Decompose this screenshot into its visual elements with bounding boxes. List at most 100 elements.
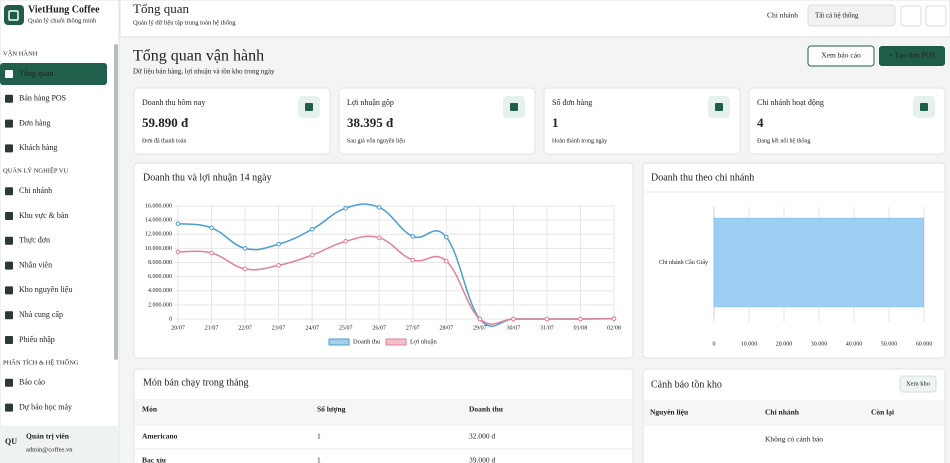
kpi-card bbox=[748, 87, 946, 155]
data-point bbox=[444, 234, 449, 240]
table-header bbox=[644, 400, 944, 426]
series-line bbox=[177, 235, 615, 325]
kpi-note: Sau giá vốn nguyên liệu bbox=[347, 137, 405, 144]
kpi-card bbox=[133, 87, 331, 155]
data-point bbox=[209, 250, 214, 256]
nav-item[interactable]: Nhân viên bbox=[19, 260, 52, 269]
kpi-card bbox=[543, 87, 741, 155]
user-button[interactable] bbox=[900, 5, 922, 27]
user-email: admin@coffee.vn bbox=[26, 446, 73, 453]
data-point bbox=[544, 316, 550, 322]
y-tick-label: 16.000.000 bbox=[145, 203, 172, 209]
y-tick-label: 14.000.000 bbox=[145, 218, 172, 224]
y-tick-label: 0 bbox=[169, 316, 172, 322]
user-initials: QU bbox=[5, 437, 17, 446]
table-header-cell: Doanh thu bbox=[469, 405, 503, 414]
data-point bbox=[209, 225, 214, 231]
x-tick-label: 60.000 bbox=[916, 341, 933, 347]
data-point bbox=[410, 257, 416, 263]
tagline: Quản lý chuỗi thông minh bbox=[28, 17, 97, 24]
nav-item[interactable]: Thực đơn bbox=[19, 236, 50, 245]
x-tick-label: 10.000 bbox=[741, 341, 758, 347]
nav-item[interactable]: Kho nguyên liệu bbox=[19, 285, 72, 294]
kpi-value: 4 bbox=[757, 115, 764, 130]
branch-select[interactable] bbox=[807, 4, 896, 27]
x-tick-label: 22/07 bbox=[238, 325, 252, 331]
y-tick-label: 2.000.000 bbox=[148, 302, 172, 308]
nav-icon bbox=[5, 336, 13, 344]
nav-icon bbox=[5, 212, 13, 220]
nav-item[interactable]: Bán hàng POS bbox=[19, 94, 66, 103]
data-point bbox=[343, 239, 348, 244]
nav-active bbox=[0, 63, 107, 85]
x-tick-label: 27/07 bbox=[406, 325, 420, 331]
branch-select-value: Tất cả hệ thống bbox=[815, 12, 859, 20]
header-subtitle: Quản lý dữ liệu tập trung toàn hệ thống bbox=[133, 19, 236, 26]
nav-item[interactable]: Khu vực & bàn bbox=[19, 211, 68, 220]
stock-button[interactable] bbox=[899, 375, 937, 393]
empty-message: Không có cảnh báo bbox=[765, 435, 823, 444]
legend-label: Lợi nhuận bbox=[410, 338, 437, 345]
button-label: Xem báo cáo bbox=[821, 51, 861, 60]
table-cell: 1 bbox=[317, 432, 321, 441]
nav-icon bbox=[5, 144, 13, 153]
x-tick-label: 20.000 bbox=[776, 341, 793, 347]
brand: VietHung Coffee bbox=[28, 4, 100, 15]
chart-title: Doanh thu và lợi nhuận 14 ngày bbox=[143, 172, 272, 183]
nav-item[interactable]: Tổng quan bbox=[19, 69, 53, 78]
nav-item[interactable]: Báo cáo bbox=[19, 378, 45, 387]
x-tick-label: 20/07 bbox=[171, 325, 185, 331]
table-cell: 1 bbox=[317, 456, 321, 463]
data-point bbox=[276, 263, 281, 268]
table-cell: Bạc xỉu bbox=[142, 456, 166, 463]
nav-icon bbox=[5, 70, 13, 78]
bar bbox=[713, 217, 924, 308]
table-cell: 39.000 đ bbox=[469, 456, 496, 463]
nav-icon bbox=[5, 261, 13, 270]
x-tick-label: 25/07 bbox=[339, 325, 353, 331]
data-point bbox=[276, 241, 281, 247]
x-tick-label: 30.000 bbox=[811, 341, 828, 347]
nav-item[interactable]: Khách hàng bbox=[19, 143, 57, 152]
nav-item[interactable]: Nhà cung cấp bbox=[19, 310, 63, 319]
nav-icon bbox=[5, 119, 13, 128]
pos-button[interactable] bbox=[879, 46, 945, 66]
nav-icon bbox=[5, 187, 13, 196]
data-point bbox=[309, 227, 315, 232]
line-card bbox=[133, 162, 634, 359]
nav-item[interactable]: Đơn hàng bbox=[19, 118, 51, 127]
x-tick-label: 50.000 bbox=[881, 341, 898, 347]
data-point bbox=[410, 234, 416, 239]
kpi-label: Chi nhánh hoạt động bbox=[757, 98, 824, 107]
logo-cup bbox=[8, 10, 19, 21]
user-box bbox=[0, 426, 119, 463]
legend-swatch bbox=[328, 338, 350, 346]
y-tick-label: 6.000.000 bbox=[148, 274, 172, 280]
table-header-cell: Nguyên liệu bbox=[650, 408, 688, 417]
y-tick-label: 10.000.000 bbox=[145, 246, 172, 252]
y-tick-label: 4.000.000 bbox=[148, 288, 172, 294]
kpi-note: Hoàn thành trong ngày bbox=[552, 138, 607, 144]
button-label: Xem kho bbox=[906, 380, 930, 387]
data-point bbox=[175, 221, 181, 226]
nav-item[interactable]: Dự báo học máy bbox=[19, 402, 72, 411]
card-title: Cảnh báo tồn kho bbox=[651, 379, 722, 390]
kpi-glyph bbox=[510, 103, 518, 111]
kpi-note: Đơn đã thanh toán bbox=[142, 138, 186, 144]
kpi-glyph bbox=[715, 103, 723, 111]
legend-label: Doanh thu bbox=[353, 338, 381, 345]
x-tick-label: 24/07 bbox=[305, 325, 319, 331]
table-header-cell: Số lượng bbox=[317, 405, 346, 414]
report-button[interactable] bbox=[807, 45, 875, 67]
data-point bbox=[376, 205, 382, 210]
nav-item[interactable]: Phiếu nhập bbox=[19, 335, 55, 344]
logout-button[interactable] bbox=[925, 5, 947, 27]
legend-swatch bbox=[385, 338, 407, 346]
table-header bbox=[135, 399, 632, 424]
table-header-cell: Còn lại bbox=[871, 408, 894, 417]
scrollbar bbox=[114, 44, 118, 360]
nav-item[interactable]: Chi nhánh bbox=[19, 186, 52, 195]
x-tick-label: 23/07 bbox=[272, 325, 286, 331]
